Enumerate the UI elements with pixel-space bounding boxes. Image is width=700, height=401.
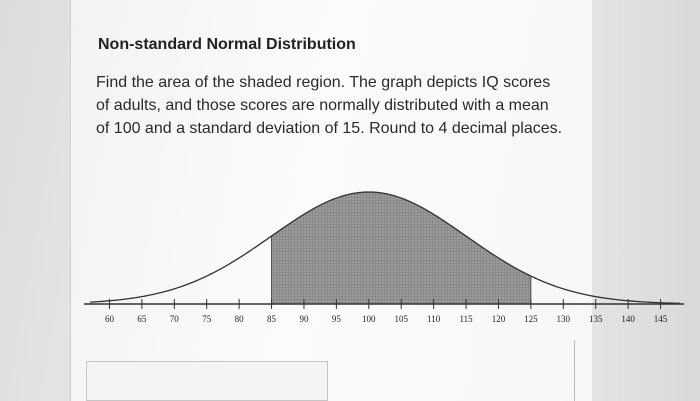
- tick-label: 75: [202, 314, 212, 324]
- tick-label: 85: [267, 314, 277, 324]
- tick-label: 70: [170, 314, 180, 324]
- tick-label: 120: [492, 314, 506, 324]
- normal-distribution-chart: 60 65 70 75 80 85 90 95 100 105 110 115 120 125 130 135…: [84, 191, 684, 324]
- question-prompt: Find the area of the shaded region. The …: [96, 74, 563, 137]
- tick-label: 115: [459, 314, 473, 324]
- tick-label: 105: [394, 314, 408, 324]
- tick-label: 80: [235, 314, 245, 324]
- tick-label: 65: [137, 314, 147, 324]
- question-title: Non-standard Normal Distribution: [98, 36, 356, 53]
- tick-label: 140: [621, 314, 635, 324]
- tick-label: 100: [362, 314, 376, 324]
- answer-input[interactable]: [86, 361, 328, 401]
- tick-label: 145: [654, 314, 668, 324]
- side-area: [592, 0, 700, 401]
- tick-label: 60: [105, 314, 115, 324]
- tick-label: 135: [589, 314, 603, 324]
- tick-label: 130: [557, 314, 571, 324]
- tick-label: 125: [524, 314, 538, 324]
- tick-label: 90: [299, 314, 309, 324]
- normal-curve: [89, 191, 681, 304]
- shaded-region: [271, 191, 532, 305]
- divider: [574, 340, 575, 401]
- tick-label: 110: [427, 314, 441, 324]
- tick-label: 95: [332, 314, 342, 324]
